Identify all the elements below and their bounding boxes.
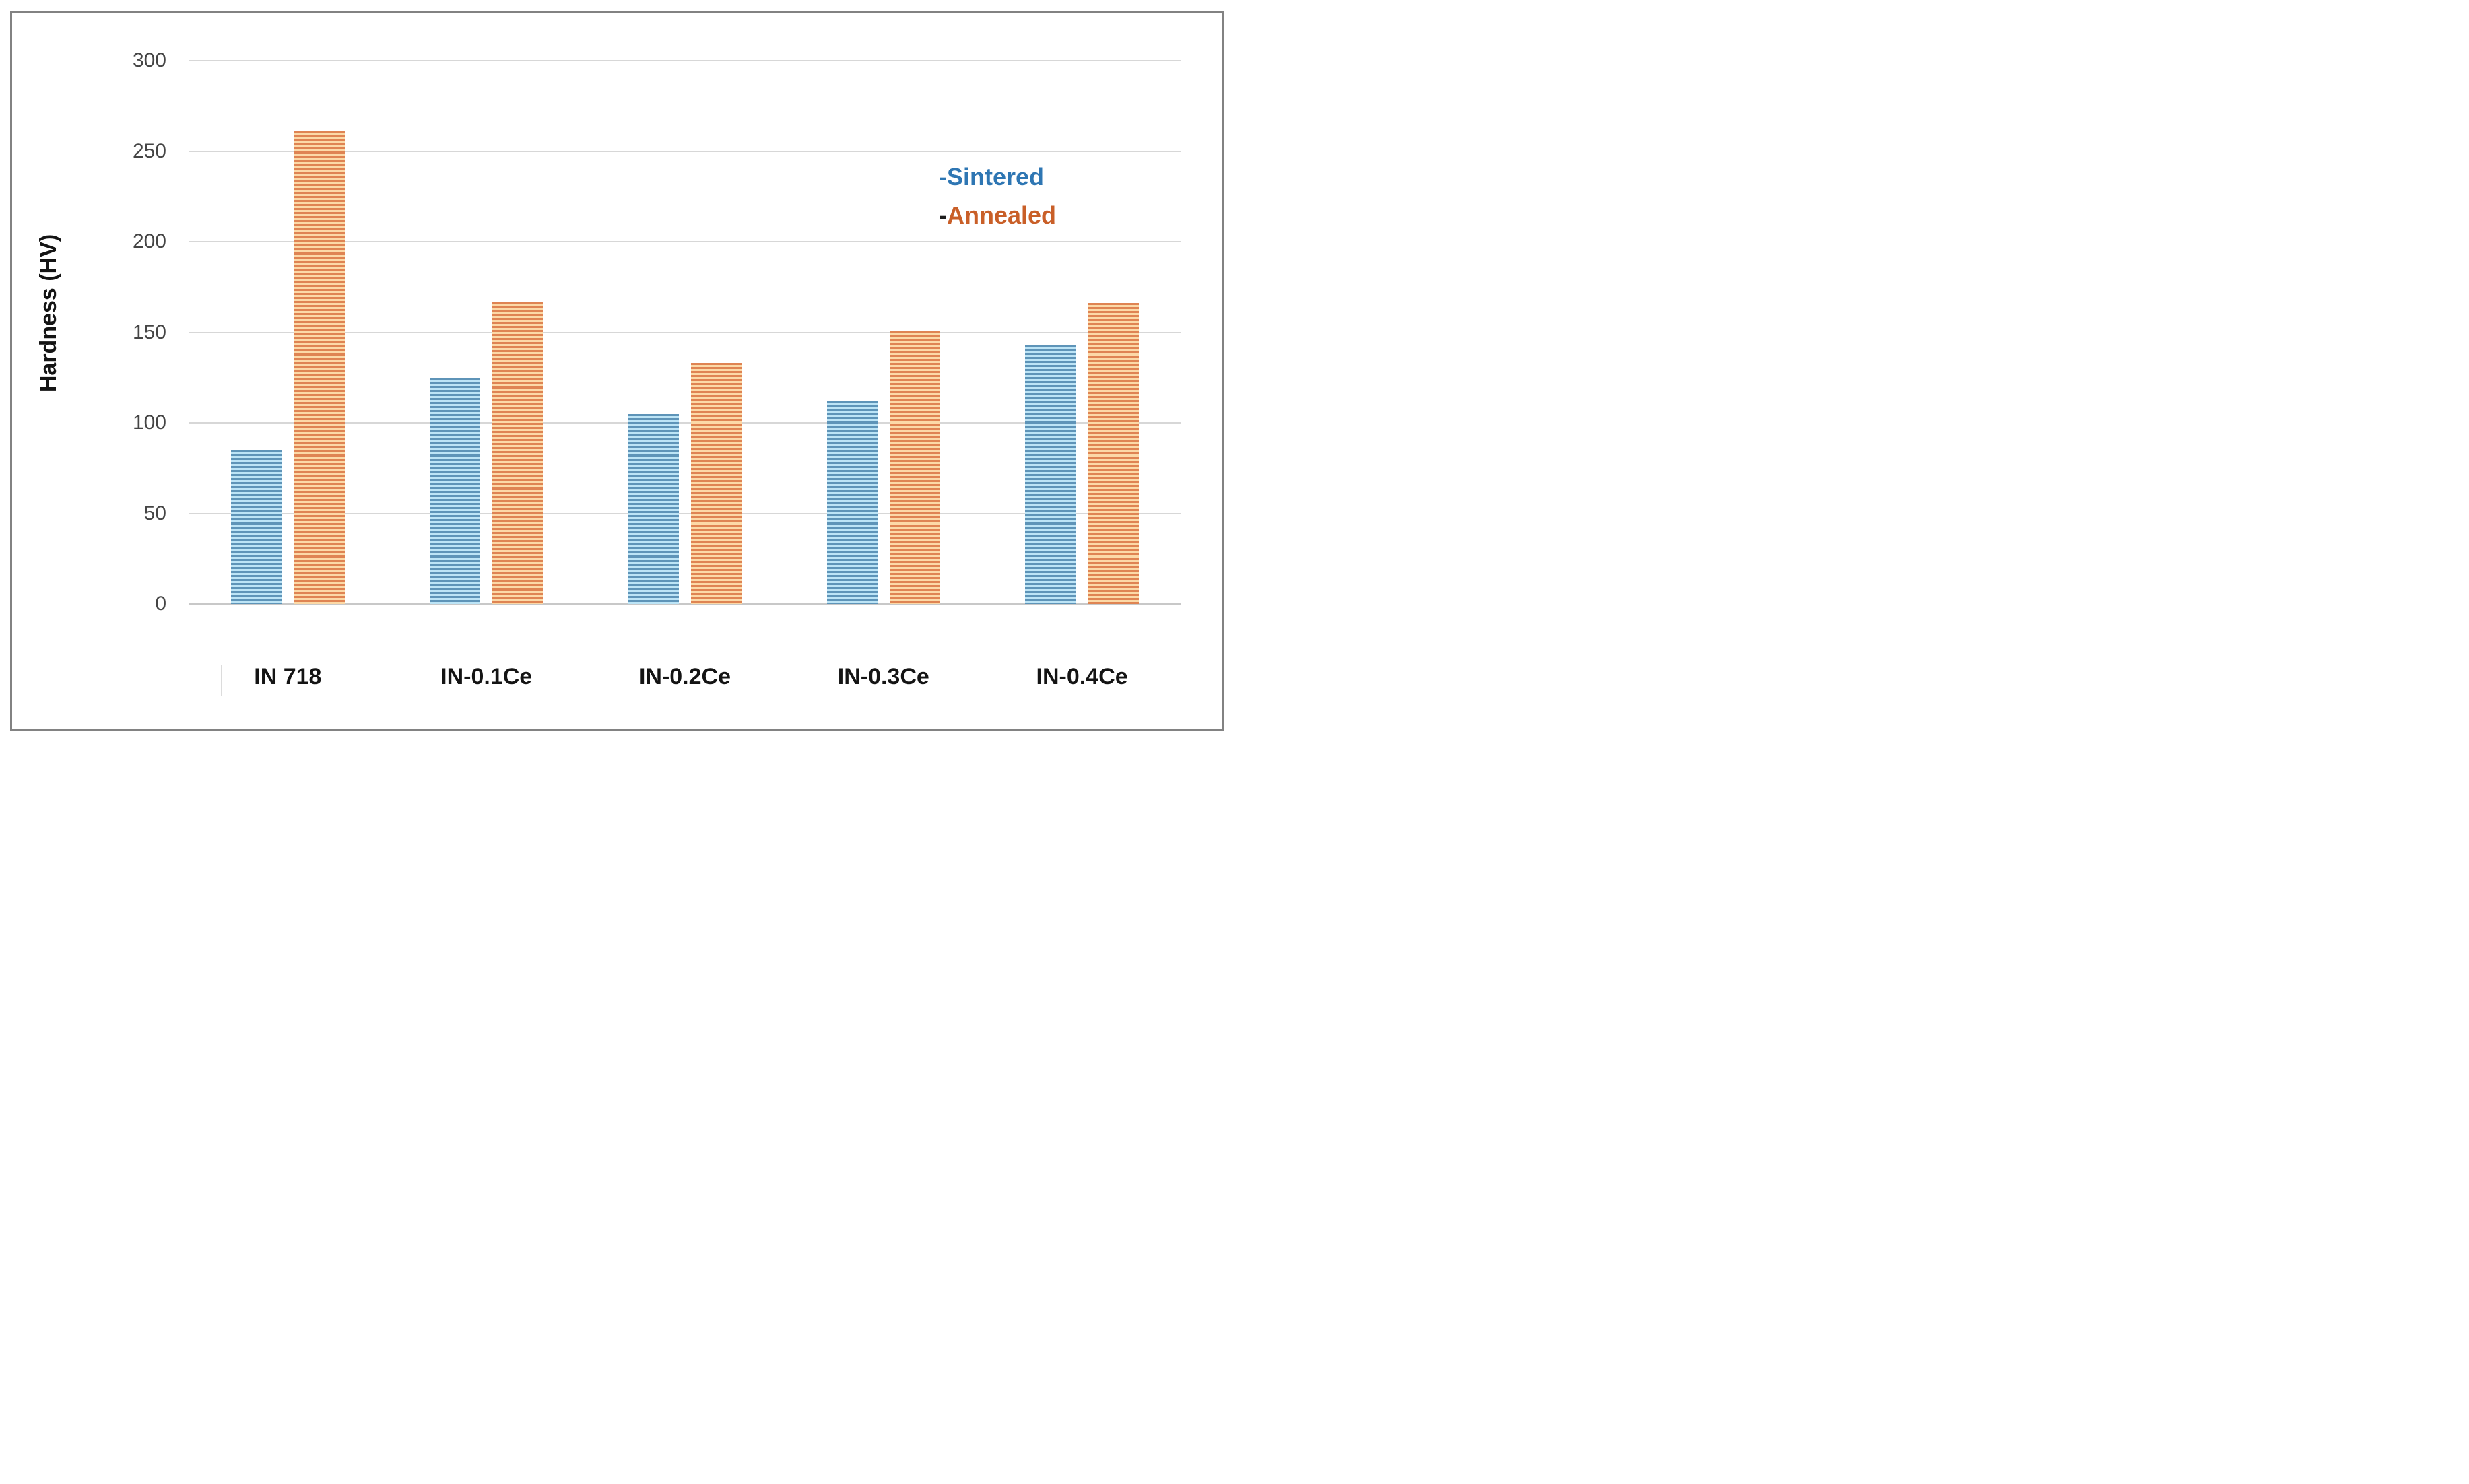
y-tick-label-0: 0 bbox=[155, 593, 166, 615]
category-label-in-718: IN 718 bbox=[254, 664, 322, 689]
gridline-300 bbox=[189, 60, 1181, 61]
bar-annealed-in-0.2ce bbox=[690, 363, 742, 604]
gridline-100 bbox=[189, 422, 1181, 424]
y-tick-label-250: 250 bbox=[132, 139, 166, 162]
legend-item-sintered: -Sintered bbox=[939, 162, 1044, 193]
bar-annealed-in-0.1ce bbox=[492, 301, 544, 604]
legend-label-sintered: Sintered bbox=[947, 163, 1045, 191]
bar-sintered-in-718 bbox=[231, 450, 282, 604]
y-axis-title: Hardness (HV) bbox=[36, 234, 61, 393]
category-axis-tick bbox=[221, 665, 222, 696]
category-label-in-0.3ce: IN-0.3Ce bbox=[837, 664, 929, 689]
y-tick-label-150: 150 bbox=[132, 321, 166, 343]
bar-annealed-in-0.3ce bbox=[889, 330, 941, 604]
y-tick-label-200: 200 bbox=[132, 230, 166, 252]
bar-sintered-in-0.1ce bbox=[429, 377, 481, 604]
y-tick-label-50: 50 bbox=[143, 502, 166, 525]
legend-item-annealed: -Annealed bbox=[939, 200, 1056, 231]
bar-annealed-in-718 bbox=[294, 131, 345, 604]
category-label-in-0.1ce: IN-0.1Ce bbox=[440, 664, 533, 689]
bar-annealed-in-0.4ce bbox=[1088, 303, 1139, 604]
gridline-150 bbox=[189, 331, 1181, 333]
gridline-0 bbox=[189, 603, 1181, 605]
gridline-200 bbox=[189, 241, 1181, 242]
category-label-in-0.2ce: IN-0.2Ce bbox=[638, 664, 731, 689]
chart-page: 0 50 100 150 200 250 300 Hardness (HV) IN 718 I… bbox=[0, 0, 1234, 742]
legend-dash-annealed: - bbox=[939, 201, 947, 229]
y-tick-label-100: 100 bbox=[132, 411, 166, 434]
bar-sintered-in-0.3ce bbox=[826, 401, 878, 604]
gridline-50 bbox=[189, 512, 1181, 514]
category-label-in-0.4ce: IN-0.4Ce bbox=[1036, 664, 1128, 689]
legend-dash-sintered: - bbox=[939, 163, 947, 191]
bar-sintered-in-0.4ce bbox=[1025, 345, 1076, 604]
bar-sintered-in-0.2ce bbox=[628, 413, 680, 604]
legend-label-annealed: Annealed bbox=[947, 201, 1057, 229]
gridline-250 bbox=[189, 150, 1181, 152]
y-tick-label-300: 300 bbox=[132, 49, 166, 71]
